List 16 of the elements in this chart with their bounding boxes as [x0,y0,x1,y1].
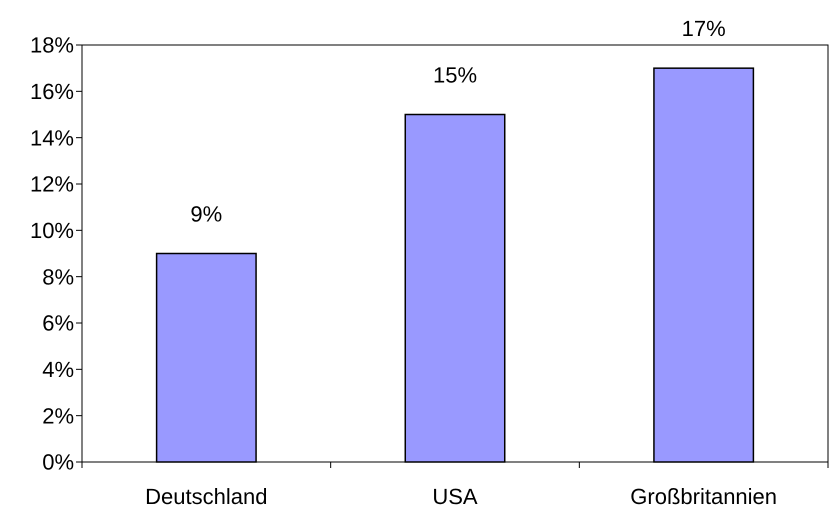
y-tick-label: 6% [42,310,74,336]
x-tick-label: Deutschland [145,484,268,509]
x-tick-label: Großbritannien [630,484,778,509]
y-tick-label: 10% [30,218,74,244]
y-tick-label: 14% [30,125,74,150]
y-tick-label: 0% [42,450,74,475]
data-label: 17% [682,16,726,42]
data-label: 9% [190,202,222,226]
y-tick-label: 12% [30,172,74,197]
x-tick-label: USA [432,484,478,509]
data-label: 15% [432,62,478,88]
y-tick-label: 16% [30,79,74,104]
y-tick-label: 18% [30,32,74,58]
y-tick-label: 4% [42,357,74,382]
y-tick-label: 8% [42,264,74,290]
y-tick-label: 2% [42,403,74,428]
